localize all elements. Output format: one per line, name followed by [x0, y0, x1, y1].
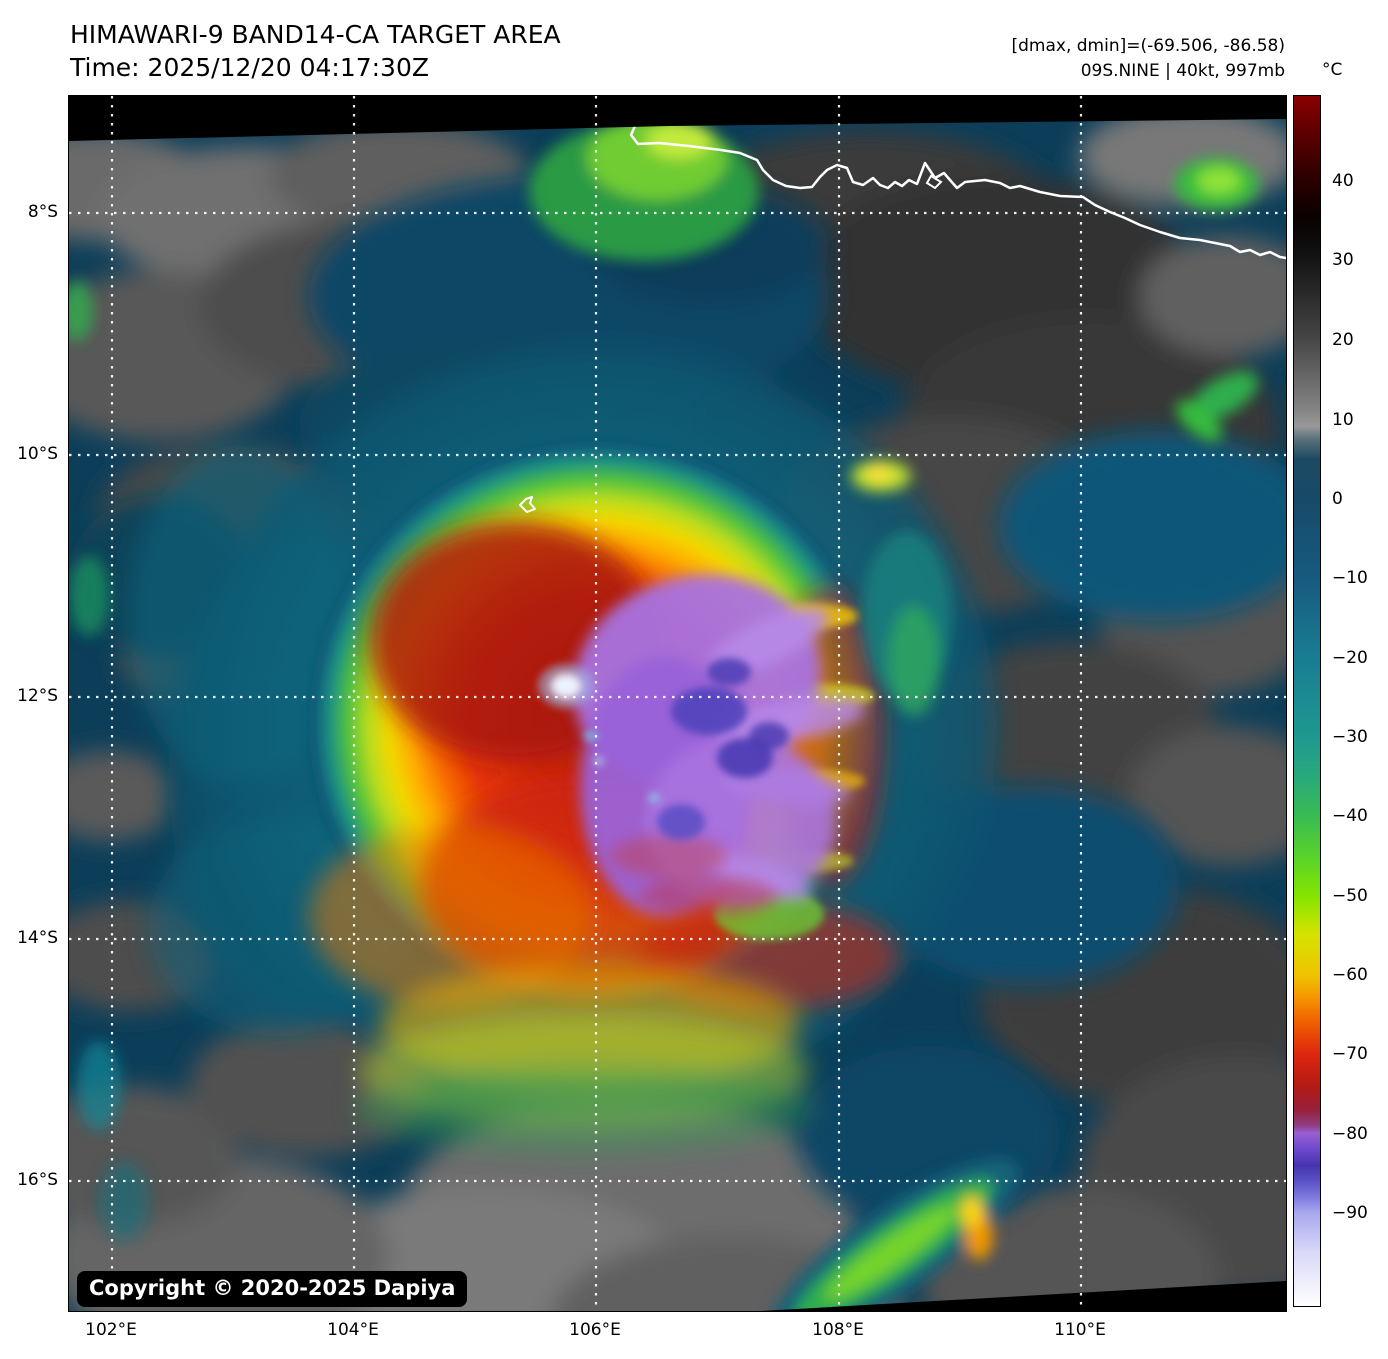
colorbar-unit-label: °C: [1322, 60, 1343, 80]
cb-tick-m90: −90: [1332, 1203, 1368, 1223]
lon-tick-108e: 108°E: [812, 1320, 864, 1340]
storm-system: [216, 359, 976, 1153]
cb-tick-30: 30: [1332, 250, 1354, 270]
copyright-badge: Copyright © 2020-2025 Dapiya: [77, 1271, 468, 1307]
annotation-block: [dmax, dmin]=(-69.506, -86.58) 09S.NINE …: [1012, 34, 1286, 84]
lon-tick-102e: 102°E: [85, 1320, 137, 1340]
cb-tick-10: 10: [1332, 410, 1354, 430]
cb-tick-m80: −80: [1332, 1124, 1368, 1144]
scan-edge-black: [69, 96, 1286, 1311]
lat-tick-10s: 10°S: [17, 444, 58, 464]
timestamp: Time: 2025/12/20 04:17:30Z: [70, 53, 429, 82]
dmax-dmin-readout: [dmax, dmin]=(-69.506, -86.58): [1011, 36, 1286, 56]
cb-tick-m30: −30: [1332, 727, 1368, 747]
lat-tick-12s: 12°S: [17, 686, 58, 706]
cb-tick-0: 0: [1332, 489, 1343, 509]
temperature-colorbar: [1293, 95, 1321, 1307]
small-island-outline: [519, 496, 536, 513]
page-title: HIMAWARI-9 BAND14-CA TARGET AREA: [70, 20, 561, 49]
cb-tick-m20: −20: [1332, 648, 1368, 668]
lat-tick-16s: 16°S: [17, 1170, 58, 1190]
ir-scene: [69, 96, 1286, 1311]
satellite-map: Copyright © 2020-2025 Dapiya: [68, 95, 1287, 1312]
cb-tick-m70: −70: [1332, 1044, 1368, 1064]
cb-tick-20: 20: [1332, 330, 1354, 350]
lon-tick-106e: 106°E: [569, 1320, 621, 1340]
lon-tick-104e: 104°E: [327, 1320, 379, 1340]
lat-tick-8s: 8°S: [27, 202, 58, 222]
cb-tick-m40: −40: [1332, 806, 1368, 826]
cb-tick-m10: −10: [1332, 568, 1368, 588]
convection-accents-green: [69, 116, 1259, 1311]
lon-tick-110e: 110°E: [1054, 1320, 1106, 1340]
cb-tick-m60: −60: [1332, 965, 1368, 985]
storm-info-readout: 09S.NINE | 40kt, 997mb: [1080, 61, 1285, 81]
lat-tick-14s: 14°S: [17, 928, 58, 948]
cb-tick-m50: −50: [1332, 886, 1368, 906]
cb-tick-40: 40: [1332, 171, 1354, 191]
java-coastline: [629, 96, 1286, 260]
